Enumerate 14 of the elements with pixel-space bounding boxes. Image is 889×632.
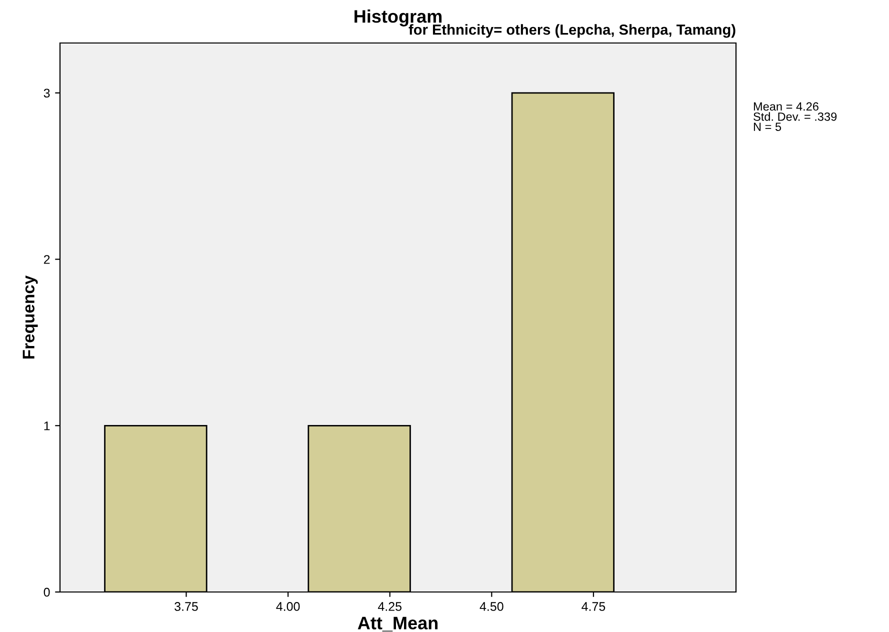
x-tick-label: 4.25 xyxy=(378,602,402,611)
y-tick-label: 1 xyxy=(44,422,50,430)
chart-subtitle: for Ethnicity= others (Lepcha, Sherpa, Tamang) xyxy=(408,24,736,38)
y-axis-title: Frequency xyxy=(22,275,38,359)
chart-title: Histogram xyxy=(354,10,442,26)
y-tick-label: 3 xyxy=(44,88,50,98)
y-tick-label: 2 xyxy=(44,255,50,264)
y-tick-label: 0 xyxy=(44,588,50,597)
x-tick-label: 3.75 xyxy=(174,602,198,611)
x-axis-title: Att_Mean xyxy=(358,616,438,632)
x-tick-label: 4.00 xyxy=(276,602,300,611)
x-tick-label: 4.75 xyxy=(582,602,606,611)
x-tick-label: 4.50 xyxy=(480,602,504,611)
text: Mean = 4.26 Std. Dev. = .339 N = 5 xyxy=(754,102,837,131)
